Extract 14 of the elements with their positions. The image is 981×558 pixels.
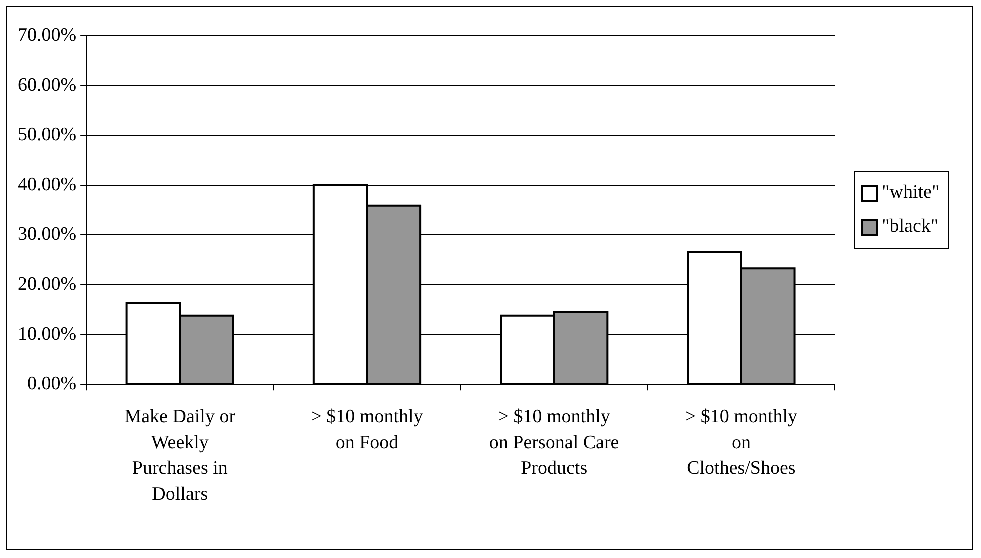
legend-label: "black" [882,215,939,239]
x-tick-label: > $10 monthly on Clothes/Shoes [685,406,798,480]
y-tick-label: 30.00% [18,224,77,246]
y-tick-label: 50.00% [18,124,77,146]
x-tick-label: > $10 monthly on Food [311,406,424,454]
y-tick-label: 0.00% [28,374,77,395]
y-tick-label: 70.00% [18,24,77,46]
x-tick-label: Make Daily or Weekly Purchases in Dollars [124,406,236,506]
x-tick-label: > $10 monthly on Personal Care Products [489,406,620,480]
y-tick-label: 10.00% [18,324,77,345]
text: "white" [882,181,940,205]
y-tick-label: 40.00% [18,174,77,196]
y-tick-label: 20.00% [18,274,77,296]
y-tick-label: 60.00% [18,74,77,96]
